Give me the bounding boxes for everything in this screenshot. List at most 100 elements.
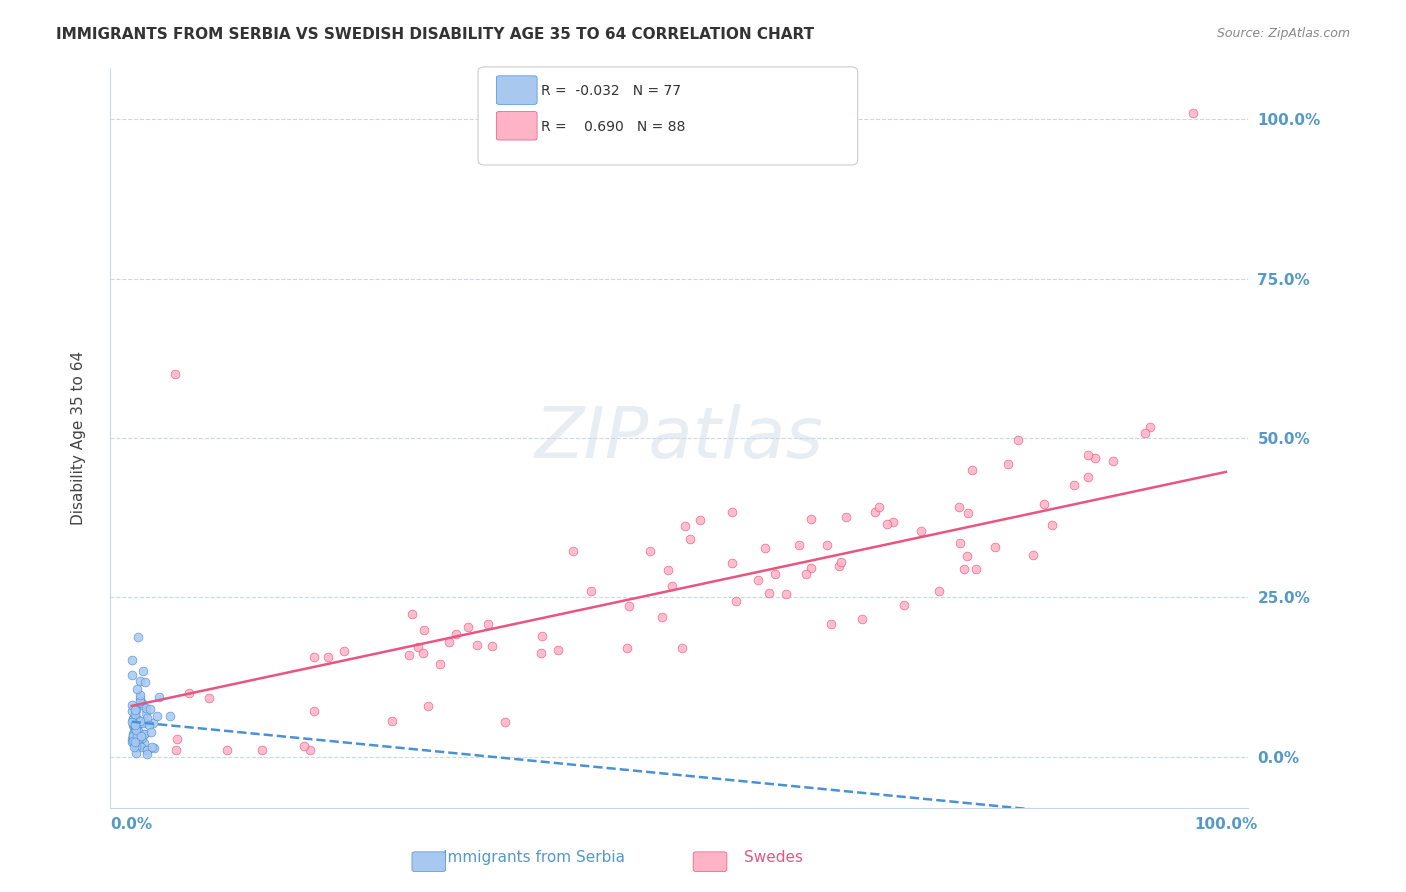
Point <box>640 543 662 558</box>
Point <box>457 620 479 634</box>
Point <box>121 715 143 730</box>
Point <box>530 646 553 660</box>
Point <box>965 562 987 576</box>
Point <box>302 704 325 718</box>
Point <box>122 729 145 743</box>
Point <box>177 686 200 700</box>
Point <box>800 561 823 575</box>
Point <box>787 538 810 552</box>
Point <box>135 700 157 714</box>
Point <box>215 743 238 757</box>
Point <box>477 617 499 632</box>
Point <box>547 643 569 657</box>
Point <box>721 556 744 570</box>
Point <box>159 709 181 723</box>
Point <box>129 694 152 708</box>
Point <box>953 562 976 576</box>
Point <box>863 504 886 518</box>
Point <box>1033 497 1056 511</box>
Point <box>1084 450 1107 465</box>
Point <box>1077 469 1099 483</box>
Point <box>165 743 187 757</box>
Point <box>851 612 873 626</box>
Point <box>121 712 143 726</box>
Text: ZIPatlas: ZIPatlas <box>534 403 824 473</box>
Point <box>141 739 163 754</box>
Point <box>481 639 503 653</box>
Point <box>416 699 439 714</box>
Point <box>142 716 165 731</box>
Point <box>122 729 145 743</box>
Point <box>828 559 851 574</box>
Text: Swedes: Swedes <box>744 850 803 865</box>
Text: Immigrants from Serbia: Immigrants from Serbia <box>443 850 626 865</box>
Point <box>413 623 436 637</box>
Text: R =    0.690   N = 88: R = 0.690 N = 88 <box>541 120 686 134</box>
Point <box>657 563 679 577</box>
Point <box>651 610 673 624</box>
Point <box>984 540 1007 554</box>
Point <box>747 573 769 587</box>
Point <box>820 616 842 631</box>
Point <box>122 720 145 734</box>
Point <box>775 587 797 601</box>
Point <box>121 667 143 681</box>
Point <box>131 664 153 678</box>
Point <box>1133 426 1156 441</box>
Point <box>124 735 146 749</box>
Text: IMMIGRANTS FROM SERBIA VS SWEDISH DISABILITY AGE 35 TO 64 CORRELATION CHART: IMMIGRANTS FROM SERBIA VS SWEDISH DISABI… <box>56 27 814 42</box>
Point <box>673 519 696 533</box>
Point <box>494 715 516 730</box>
Point <box>121 735 143 749</box>
Point <box>948 500 970 515</box>
Point <box>763 566 786 581</box>
Point <box>437 634 460 648</box>
Point <box>129 698 152 712</box>
Point <box>429 657 451 671</box>
Point <box>122 734 145 748</box>
Point <box>125 739 148 754</box>
Point <box>720 505 742 519</box>
Point <box>135 742 157 756</box>
Point <box>398 648 420 662</box>
Point <box>121 704 143 718</box>
Point <box>146 709 169 723</box>
Point <box>581 584 603 599</box>
Point <box>122 739 145 754</box>
Point <box>129 739 152 754</box>
Point <box>128 688 150 702</box>
Point <box>166 732 188 747</box>
Point <box>131 697 153 711</box>
Point <box>128 731 150 745</box>
Point <box>132 727 155 741</box>
Point <box>128 691 150 706</box>
Point <box>125 746 148 760</box>
Point <box>121 726 143 740</box>
Point <box>1102 453 1125 467</box>
Point <box>250 743 273 757</box>
Point <box>135 706 157 721</box>
Point <box>401 607 423 621</box>
Point <box>1139 420 1161 434</box>
Point <box>928 584 950 599</box>
Point <box>1077 448 1099 462</box>
Point <box>758 585 780 599</box>
Point <box>127 729 149 743</box>
Point <box>381 714 404 728</box>
Point <box>1040 518 1063 533</box>
Point <box>136 711 159 725</box>
Point <box>121 712 143 726</box>
Point <box>127 630 149 644</box>
Point <box>124 732 146 747</box>
Point <box>292 739 315 753</box>
Point <box>333 644 356 658</box>
Y-axis label: Disability Age 35 to 64: Disability Age 35 to 64 <box>72 351 86 525</box>
Point <box>725 594 748 608</box>
Point <box>794 567 817 582</box>
Point <box>136 747 159 761</box>
Point <box>134 675 156 690</box>
Point <box>316 649 339 664</box>
Point <box>125 713 148 727</box>
Point <box>754 541 776 555</box>
Point <box>408 640 430 655</box>
